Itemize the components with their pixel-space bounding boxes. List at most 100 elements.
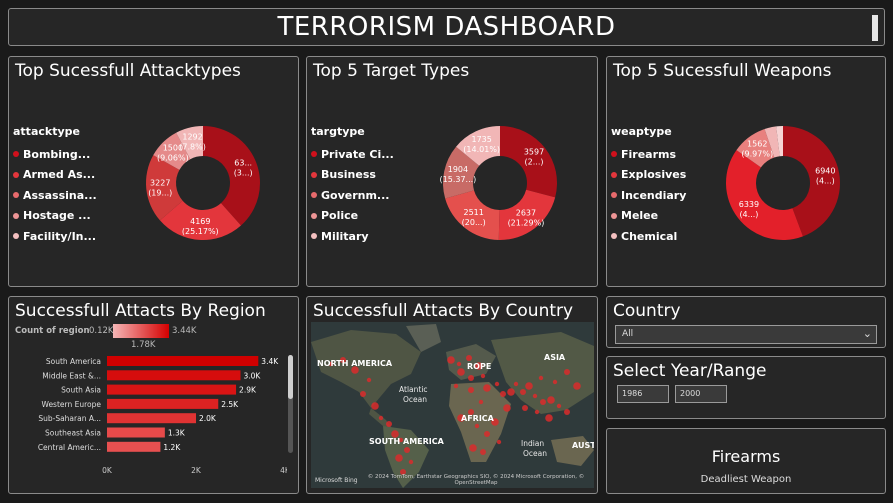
legend-item[interactable]: Assassina... xyxy=(13,185,97,206)
deadliest-weapon-card: Firearms Deadliest Weapon xyxy=(606,428,886,494)
bar[interactable] xyxy=(107,413,196,424)
x-tick-label: 4K xyxy=(280,466,287,475)
legend-dot-icon xyxy=(311,212,317,219)
color-legend-min: 0.12K xyxy=(89,326,114,336)
weapons-panel: Top 5 Sucessfull Weapons weaptype Firear… xyxy=(606,56,886,287)
legend-item[interactable]: Melee xyxy=(611,206,686,227)
donut-slice[interactable] xyxy=(726,150,803,240)
bar[interactable] xyxy=(107,398,219,409)
donut-slice[interactable] xyxy=(203,126,260,226)
targettypes-donut-chart[interactable]: 3597(2...) 2637(21.29%) 2511(20...) 1904(15… xyxy=(424,115,576,251)
legend-dot-icon xyxy=(13,192,19,199)
legend-item[interactable]: Police xyxy=(311,206,394,227)
slice-percent-label: (3...) xyxy=(234,169,253,178)
legend-item[interactable]: Governm... xyxy=(311,185,394,206)
bar[interactable] xyxy=(107,356,259,366)
land-australia xyxy=(551,436,594,466)
attack-point xyxy=(457,414,465,422)
header-scroll-handle[interactable] xyxy=(872,15,878,41)
region-panel: Successfull Attacts By Region Count of r… xyxy=(8,296,299,494)
color-legend-gradient xyxy=(113,324,169,338)
attack-point xyxy=(522,405,528,411)
legend-item[interactable]: Armed As... xyxy=(13,165,97,186)
world-map[interactable]: NORTH AMERICA ROPE ASIA AFRICA SOUTH AME… xyxy=(311,322,594,488)
legend-item[interactable]: Chemical xyxy=(611,226,686,247)
donut-slice[interactable] xyxy=(456,126,500,166)
legend-item[interactable]: Private Ci... xyxy=(311,144,394,165)
legend-dot-icon xyxy=(13,212,19,219)
attack-point xyxy=(408,459,414,465)
attack-point xyxy=(398,437,404,443)
color-legend-label: Count of region xyxy=(15,326,90,336)
legend-dot-icon xyxy=(611,212,617,219)
land-north-america xyxy=(311,330,421,408)
donut-slice[interactable] xyxy=(146,155,183,221)
bar[interactable] xyxy=(107,384,237,395)
legend-item[interactable]: Firearms xyxy=(611,144,686,165)
slice-value-label: 6940 xyxy=(815,166,835,175)
donut-slice[interactable] xyxy=(776,126,783,157)
attacktypes-legend: attacktype Bombing... Armed As... Assass… xyxy=(13,125,97,247)
attack-point xyxy=(478,399,484,405)
legend-item[interactable]: Military xyxy=(311,226,394,247)
year-from-input[interactable]: 1986 xyxy=(617,385,669,403)
donut-slice[interactable] xyxy=(498,189,556,240)
donut-slice[interactable] xyxy=(159,200,241,240)
legend-dot-icon xyxy=(311,233,317,240)
slice-percent-label: (21.29%) xyxy=(508,218,545,227)
donut-slice[interactable] xyxy=(443,146,480,199)
donut-slice[interactable] xyxy=(736,129,775,168)
attack-point xyxy=(391,430,399,438)
slice-value-label: 1904 xyxy=(448,165,468,174)
region-bar-chart[interactable]: South America 3.4K Middle East &... 3.0K Sou… xyxy=(9,353,287,481)
legend-item[interactable]: Explosives xyxy=(611,165,686,186)
donut-slice[interactable] xyxy=(445,190,500,240)
bar[interactable] xyxy=(107,441,161,452)
targettypes-panel: Top 5 Target Types targtype Private Ci..… xyxy=(306,56,598,287)
map-title: Successfull Attacts By Country xyxy=(313,301,574,321)
legend-item[interactable]: Hostage ... xyxy=(13,206,97,227)
attack-point xyxy=(328,361,334,367)
attack-point xyxy=(520,389,526,395)
slice-percent-label: (4...) xyxy=(816,176,835,185)
legend-item[interactable]: Bombing... xyxy=(13,144,97,165)
legend-item[interactable]: Incendiary xyxy=(611,185,686,206)
attack-point xyxy=(447,356,455,364)
label-atlantic-1: Atlantic xyxy=(399,385,428,394)
attacktypes-title: Top Sucessfull Attacktypes xyxy=(15,61,241,81)
bar[interactable] xyxy=(107,370,241,381)
slice-value-label: 1735 xyxy=(471,135,491,144)
donut-slice[interactable] xyxy=(764,126,780,158)
chart-scrollbar[interactable] xyxy=(288,355,293,453)
slice-value-label: 6339 xyxy=(739,200,759,209)
scrollbar-thumb[interactable] xyxy=(288,355,293,399)
bar[interactable] xyxy=(107,427,165,438)
attack-point xyxy=(475,362,483,370)
label-africa: AFRICA xyxy=(461,414,495,423)
land-greenland xyxy=(406,324,441,352)
attack-point xyxy=(466,355,472,361)
attack-point xyxy=(386,421,392,427)
attacktypes-donut-chart[interactable]: 63...(3...) 4169(25.17%) 3227(19...) 1500(9… xyxy=(127,115,279,251)
legend-item[interactable]: Business xyxy=(311,165,394,186)
attack-point xyxy=(351,366,359,374)
year-to-input[interactable]: 2000 xyxy=(675,385,727,403)
label-south-america: SOUTH AMERICA xyxy=(369,437,445,446)
dashboard-title: TERRORISM DASHBOARD xyxy=(277,12,616,42)
attack-point xyxy=(468,387,474,393)
slice-value-label: 1292 xyxy=(182,132,202,141)
country-dropdown[interactable]: All ⌄ xyxy=(615,325,877,344)
donut-slice[interactable] xyxy=(153,132,191,170)
slice-percent-label: (9.97%) xyxy=(741,150,773,159)
donut-slice[interactable] xyxy=(176,126,203,160)
legend-item[interactable]: Facility/In... xyxy=(13,226,97,247)
weapons-donut-chart[interactable]: 6940(4...)6339(4...)1562(9.97%) xyxy=(707,115,859,251)
attack-point xyxy=(507,388,515,396)
attack-point xyxy=(484,431,490,437)
bar-value-label: 3.4K xyxy=(261,357,279,366)
slice-percent-label: (20...) xyxy=(462,218,486,227)
donut-slice[interactable] xyxy=(783,126,840,237)
bar-value-label: 2.9K xyxy=(239,386,257,395)
attack-point xyxy=(366,377,372,383)
donut-slice[interactable] xyxy=(500,126,557,198)
